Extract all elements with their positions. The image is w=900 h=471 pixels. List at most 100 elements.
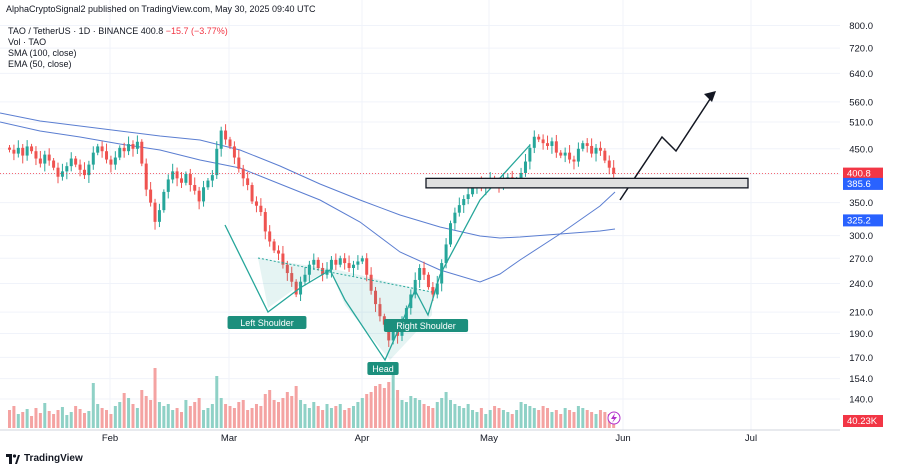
candle-body — [100, 146, 104, 152]
last-price-tag-text: 400.8 — [847, 169, 871, 180]
volume-bar — [546, 408, 550, 428]
candle-body — [228, 139, 232, 147]
ema-legend[interactable]: EMA (50, close) — [8, 59, 72, 69]
symbol-name[interactable]: TAO / TetherUS · 1D · BINANCE — [8, 26, 139, 36]
volume-bar — [374, 386, 378, 428]
candle-body — [369, 274, 373, 291]
volume-bar — [329, 408, 333, 428]
volume-bar — [369, 392, 373, 428]
volume-bar — [171, 410, 175, 428]
annotation-head: Head — [372, 364, 394, 374]
volume-bar — [228, 406, 232, 428]
y-tick-label: 140.0 — [849, 395, 873, 406]
candle-body — [303, 274, 307, 282]
candle-body — [418, 268, 422, 280]
candle-body — [197, 190, 201, 202]
volume-bar — [387, 382, 391, 428]
y-tick-label: 190.0 — [849, 329, 873, 340]
volume-bar — [30, 416, 34, 428]
volume-bar — [175, 408, 179, 428]
volume-bar — [157, 402, 161, 428]
ema-value-tag — [843, 214, 883, 227]
candle-body — [43, 154, 47, 164]
volume-bar — [515, 410, 519, 428]
y-tick-label: 510.0 — [849, 117, 873, 128]
volume-bar — [413, 398, 417, 428]
volume-bar — [118, 402, 122, 428]
volume-bar — [598, 410, 602, 428]
volume-bar — [422, 404, 426, 428]
lightning-icon-glyph — [611, 413, 617, 423]
candle-body — [532, 136, 536, 148]
tradingview-brand[interactable]: TradingView — [6, 453, 83, 464]
y-tick-label: 240.0 — [849, 279, 873, 290]
candle-body — [351, 264, 355, 269]
volume-bar — [16, 414, 20, 428]
volume-bar — [382, 388, 386, 428]
volume-bar — [122, 393, 126, 428]
volume-bar — [532, 408, 536, 428]
candle-body — [462, 199, 466, 206]
candle-body — [541, 139, 545, 144]
candle-body — [563, 152, 567, 156]
candle-body — [263, 212, 267, 232]
candle-body — [65, 166, 69, 172]
volume-bar — [153, 368, 157, 428]
x-tick-label: Feb — [102, 433, 118, 444]
candle-body — [254, 201, 258, 206]
y-tick-label: 800.0 — [849, 21, 873, 32]
time-axis: Feb Mar Apr May Jun Jul — [102, 433, 757, 444]
volume-bar — [268, 390, 272, 428]
candle-body — [210, 175, 214, 181]
candle-body — [232, 146, 236, 158]
volume-bar — [179, 412, 183, 428]
volume-bar — [400, 400, 404, 428]
sma-legend[interactable]: SMA (100, close) — [8, 48, 77, 58]
candle-body — [131, 144, 135, 149]
volume-legend[interactable]: Vol · TAO — [8, 37, 47, 47]
candle-body — [435, 283, 439, 295]
volume-bar — [303, 404, 307, 428]
volume-bar — [184, 400, 188, 428]
candle-body — [153, 202, 157, 222]
candle-body — [285, 264, 289, 274]
publish-info: AlphaCryptoSignal2 published on TradingV… — [6, 4, 316, 14]
candle-body — [559, 152, 563, 156]
candle-body — [16, 147, 20, 154]
volume-bar — [523, 404, 527, 428]
price-change: −15.7 (−3.77%) — [165, 26, 228, 36]
candle-body — [568, 152, 572, 160]
sma-100-line — [0, 121, 616, 283]
candle-body — [598, 147, 602, 151]
volume-bar — [263, 394, 267, 428]
volume-bar — [435, 402, 439, 428]
volume-bar — [475, 412, 479, 428]
volume-bar — [488, 410, 492, 428]
candle-body — [157, 210, 161, 222]
volume-bar — [594, 414, 598, 428]
volume-value-tag — [843, 415, 883, 427]
volume-bar — [34, 408, 38, 428]
volume-bar — [343, 410, 347, 428]
candle-body — [347, 263, 351, 269]
candle-body — [219, 130, 223, 149]
volume-bar — [149, 400, 153, 428]
volume-bar — [47, 411, 51, 428]
candle-body — [179, 178, 183, 183]
volume-bar — [431, 408, 435, 428]
volume-bar — [193, 402, 197, 428]
candle-body — [365, 258, 369, 275]
volume-bar — [8, 410, 11, 428]
candle-body — [113, 157, 117, 165]
candle-body — [250, 185, 254, 202]
volume-bars — [8, 366, 616, 428]
volume-bar — [365, 394, 369, 428]
y-tick-label: 720.0 — [849, 44, 873, 55]
volume-bar — [550, 412, 554, 428]
volume-bar — [56, 410, 60, 428]
y-tick-label: 350.0 — [849, 198, 873, 209]
volume-bar — [91, 383, 95, 428]
volume-bar — [484, 414, 488, 428]
volume-bar — [246, 410, 250, 428]
